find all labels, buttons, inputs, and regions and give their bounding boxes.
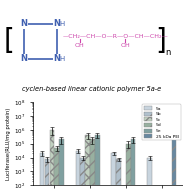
Text: OH: OH [75, 43, 85, 48]
Text: H: H [60, 56, 65, 62]
Text: ]: ] [156, 27, 167, 55]
Bar [54, 148, 59, 189]
Bar [131, 139, 135, 189]
Bar [45, 159, 49, 189]
Text: [: [ [4, 27, 15, 55]
Text: N: N [53, 19, 60, 28]
Bar [116, 159, 121, 189]
Legend: 5a, 5b, 5c, 5d, 5e, 25 kDa PEI: 5a, 5b, 5c, 5d, 5e, 25 kDa PEI [142, 104, 181, 140]
Text: N: N [20, 19, 27, 28]
Text: H: H [60, 21, 65, 27]
Bar [49, 130, 54, 189]
Bar [172, 120, 176, 189]
Y-axis label: Luciferase(RLU/mg protein): Luciferase(RLU/mg protein) [6, 108, 11, 180]
Text: N: N [53, 54, 60, 64]
Bar [95, 135, 100, 189]
Bar [85, 135, 90, 189]
Text: n: n [166, 48, 171, 57]
Bar [126, 144, 131, 189]
Bar [76, 151, 80, 189]
Text: N: N [20, 54, 27, 64]
Bar [81, 157, 85, 189]
Bar [90, 139, 95, 189]
Text: cyclen-based linear cationic polymer 5a-e: cyclen-based linear cationic polymer 5a-… [22, 85, 161, 91]
Bar [40, 153, 44, 189]
Text: OH: OH [120, 43, 130, 48]
Bar [111, 153, 116, 189]
Bar [59, 139, 64, 189]
Bar [147, 157, 152, 189]
Text: —CH₂—CH—O—R—O—CH—CH₂—: —CH₂—CH—O—R—O—CH—CH₂— [63, 34, 169, 39]
